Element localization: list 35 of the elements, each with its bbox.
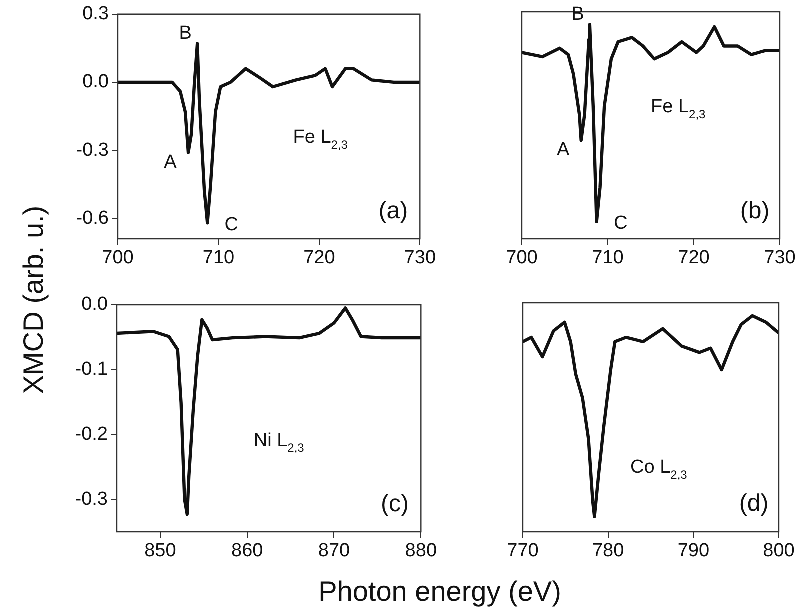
y-tick-label: -0.3 [75, 488, 108, 510]
annotation: A [557, 140, 570, 161]
x-axis-title: Photon energy (eV) [318, 576, 562, 608]
x-tick-label: 710 [202, 248, 235, 269]
annotation: (d) [739, 490, 769, 518]
x-tick-label: 720 [678, 248, 710, 269]
x-tick-label: 730 [404, 248, 436, 269]
y-tick-label: 0.0 [82, 72, 109, 93]
y-tick-label: 0.3 [82, 4, 109, 25]
y-tick-label: -0.1 [75, 359, 108, 380]
x-tick-label: 780 [592, 540, 624, 562]
annotation: (c) [381, 490, 409, 518]
annotation: C [224, 214, 239, 236]
annotation: C [614, 213, 628, 234]
x-tick-label: 800 [763, 540, 795, 562]
annotation: A [164, 152, 178, 174]
y-axis-title: XMCD (arb. u.) [18, 206, 50, 394]
x-tick-label: 720 [304, 248, 336, 269]
annotation: (b) [740, 197, 770, 224]
x-tick-label: 700 [506, 248, 538, 269]
x-tick-label: 850 [144, 540, 176, 562]
annotation: (a) [378, 198, 408, 225]
x-tick-label: 770 [507, 540, 539, 562]
x-tick-label: 880 [405, 540, 437, 562]
x-tick-label: 790 [678, 540, 710, 562]
y-tick-label: -0.2 [75, 424, 108, 445]
annotation: B [179, 23, 192, 44]
x-tick-label: 700 [102, 248, 134, 269]
y-tick-label: 0.0 [82, 294, 108, 316]
x-tick-label: 710 [592, 248, 624, 269]
x-tick-label: 860 [232, 540, 264, 562]
y-tick-label: -0.3 [76, 140, 109, 161]
y-tick-label: -0.6 [76, 208, 109, 229]
x-tick-label: 730 [764, 248, 796, 269]
x-tick-label: 870 [318, 540, 350, 562]
